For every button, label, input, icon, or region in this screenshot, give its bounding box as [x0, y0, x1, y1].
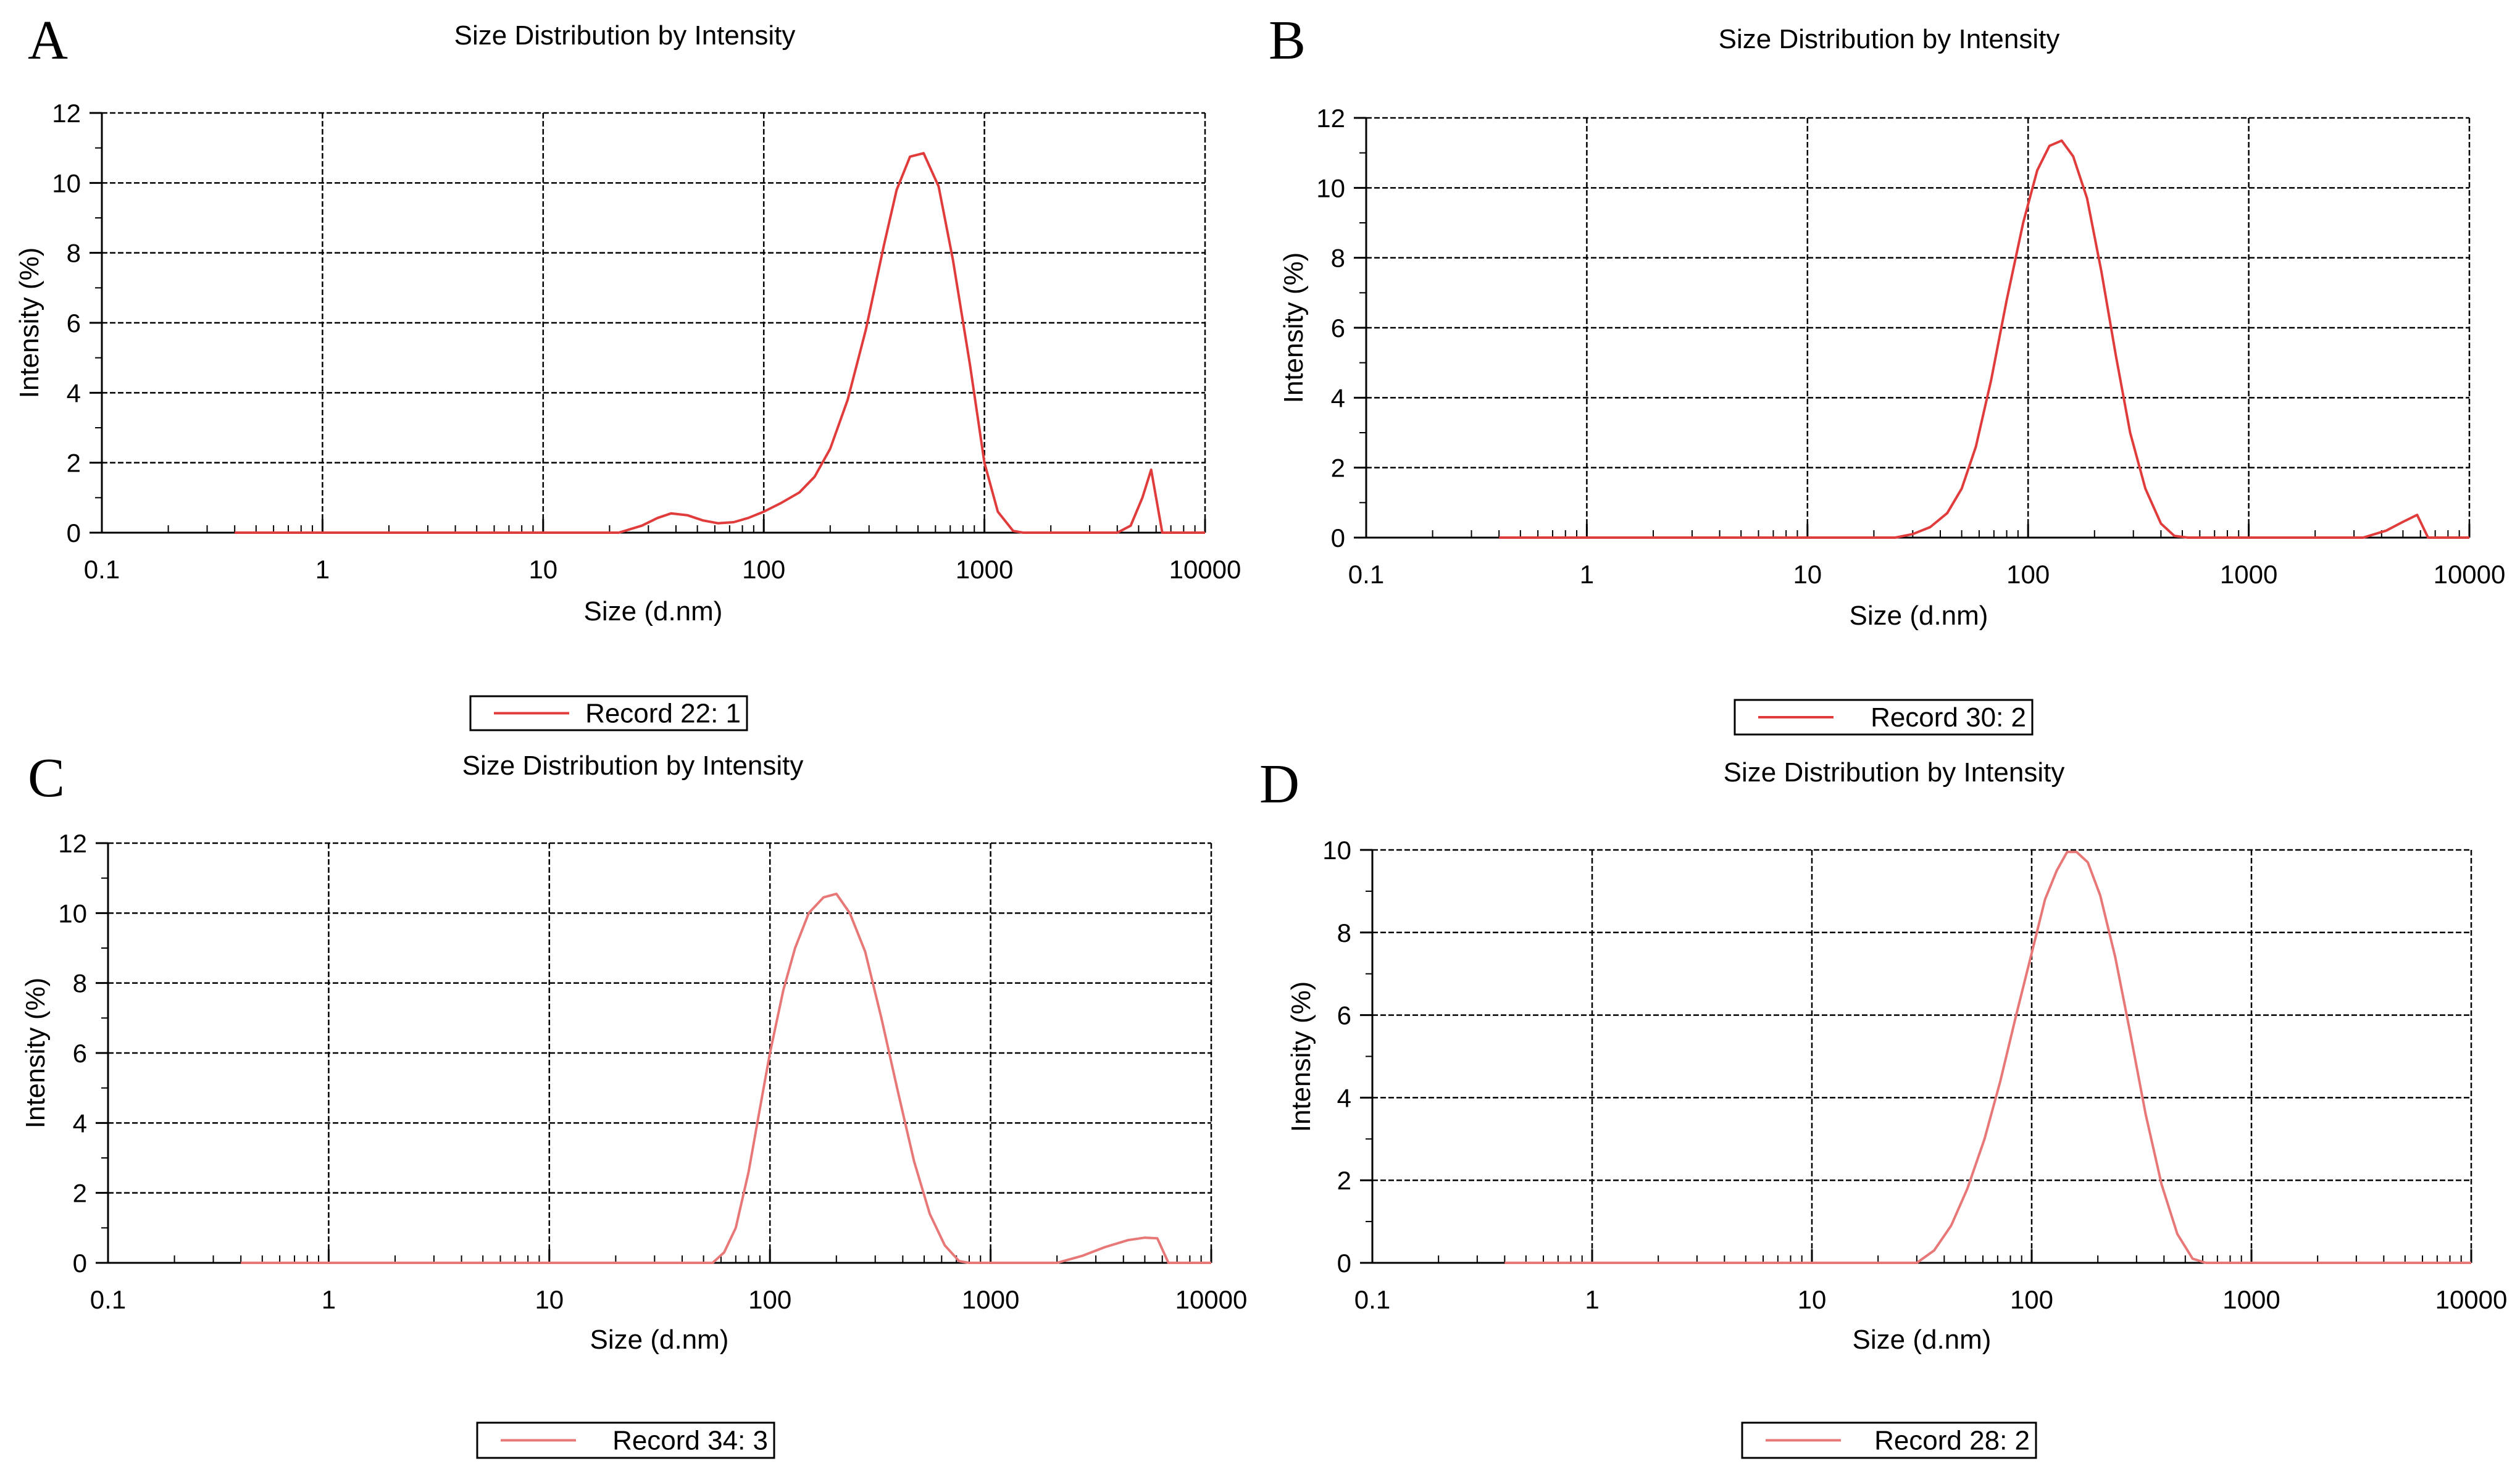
y-tick-label: 6	[67, 309, 81, 338]
x-tick-label: 1000	[2220, 560, 2277, 589]
x-tick-label: 1000	[956, 555, 1013, 584]
y-tick-label: 2	[73, 1179, 87, 1208]
y-tick-label: 2	[1331, 454, 1345, 483]
x-tick-label: 1	[1580, 560, 1594, 589]
series-line	[1504, 851, 2471, 1264]
x-tick-label: 10000	[1169, 555, 1241, 584]
x-tick-label: 10	[1798, 1285, 1827, 1314]
chart-title: Size Distribution by Intensity	[462, 751, 804, 781]
x-axis-label: Size (d.nm)	[1853, 1325, 1992, 1355]
x-tick-label: 10000	[2435, 1285, 2508, 1314]
x-tick-label: 100	[748, 1285, 791, 1314]
x-axis-label: Size (d.nm)	[1850, 601, 1988, 631]
x-tick-label: 0.1	[1348, 560, 1384, 589]
x-tick-label: 100	[2006, 560, 2050, 589]
y-tick-label: 4	[1337, 1083, 1351, 1112]
y-axis-label: Intensity (%)	[1286, 981, 1316, 1133]
y-tick-label: 8	[1337, 918, 1351, 947]
x-tick-label: 10000	[1175, 1285, 1248, 1314]
x-tick-label: 10	[1793, 560, 1822, 589]
x-tick-label: 1000	[2222, 1285, 2280, 1314]
x-tick-label: 10	[535, 1285, 564, 1314]
x-tick-label: 0.1	[84, 555, 120, 584]
y-tick-label: 12	[1316, 104, 1345, 133]
legend-label: Record 30: 2	[1871, 702, 2026, 733]
y-axis-label: Intensity (%)	[14, 248, 44, 399]
y-tick-label: 0	[1337, 1249, 1351, 1278]
y-tick-label: 8	[73, 969, 87, 998]
y-tick-label: 4	[1331, 383, 1345, 412]
y-tick-label: 4	[73, 1109, 87, 1138]
y-tick-label: 6	[1331, 314, 1345, 343]
y-tick-label: 6	[73, 1039, 87, 1068]
y-tick-label: 10	[1322, 836, 1351, 865]
panel-letter: A	[28, 10, 68, 71]
y-tick-label: 12	[52, 99, 81, 128]
y-axis-label: Intensity (%)	[20, 978, 51, 1129]
chart-title: Size Distribution by Intensity	[1719, 24, 2060, 54]
legend-label: Record 28: 2	[1874, 1426, 2030, 1456]
x-tick-label: 10000	[2434, 560, 2506, 589]
x-axis-label: Size (d.nm)	[584, 596, 723, 626]
panel-letter: C	[28, 747, 65, 809]
x-tick-label: 1000	[962, 1285, 1019, 1314]
legend-label: Record 34: 3	[612, 1426, 768, 1456]
y-tick-label: 6	[1337, 1001, 1351, 1030]
series-line	[241, 893, 1211, 1264]
x-axis-label: Size (d.nm)	[590, 1325, 729, 1355]
y-axis-label: Intensity (%)	[1279, 252, 1309, 404]
y-tick-label: 8	[1331, 244, 1345, 273]
y-tick-label: 12	[58, 829, 87, 858]
y-tick-label: 0	[1331, 523, 1345, 552]
panel-letter: B	[1269, 10, 1306, 71]
y-tick-label: 8	[67, 239, 81, 268]
y-tick-label: 4	[67, 378, 81, 407]
x-tick-label: 1	[315, 555, 330, 584]
y-tick-label: 2	[67, 449, 81, 478]
panel-letter: D	[1259, 754, 1300, 815]
y-tick-label: 2	[1337, 1166, 1351, 1195]
legend-label: Record 22: 1	[585, 699, 741, 729]
y-tick-label: 10	[58, 899, 87, 928]
y-tick-label: 0	[67, 518, 81, 547]
x-tick-label: 100	[2010, 1285, 2053, 1314]
x-tick-label: 0.1	[1354, 1285, 1390, 1314]
y-tick-label: 10	[1316, 173, 1345, 202]
series-line	[235, 152, 1205, 534]
y-tick-label: 0	[73, 1249, 87, 1278]
x-tick-label: 1	[322, 1285, 336, 1314]
series-line	[1499, 139, 2469, 539]
x-tick-label: 100	[742, 555, 785, 584]
y-tick-label: 10	[52, 169, 81, 198]
x-tick-label: 1	[1585, 1285, 1599, 1314]
chart-title: Size Distribution by Intensity	[1724, 757, 2065, 788]
x-tick-label: 0.1	[90, 1285, 126, 1314]
chart-title: Size Distribution by Intensity	[454, 20, 796, 51]
x-tick-label: 10	[528, 555, 557, 584]
